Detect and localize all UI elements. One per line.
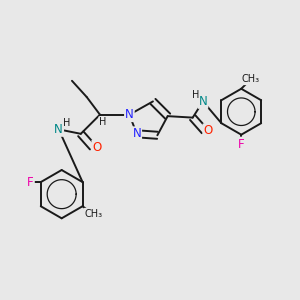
Text: O: O xyxy=(203,124,213,137)
Text: F: F xyxy=(238,138,244,151)
Text: N: N xyxy=(125,108,134,121)
Text: F: F xyxy=(27,176,34,189)
Text: N: N xyxy=(54,123,63,136)
Text: O: O xyxy=(92,141,102,154)
Text: H: H xyxy=(63,118,71,128)
Text: H: H xyxy=(192,90,199,100)
Text: H: H xyxy=(99,117,106,127)
Text: CH₃: CH₃ xyxy=(241,74,259,84)
Text: N: N xyxy=(132,127,141,140)
Text: N: N xyxy=(199,95,207,108)
Text: CH₃: CH₃ xyxy=(85,208,103,219)
